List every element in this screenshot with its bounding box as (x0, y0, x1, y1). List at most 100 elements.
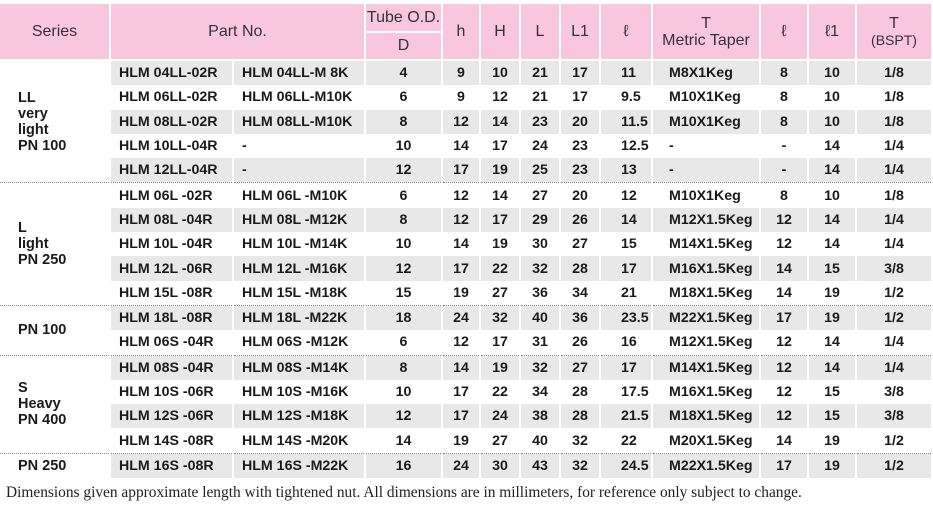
cell-l1: 26 (560, 330, 601, 356)
cell-l2-script: 8 (760, 182, 809, 208)
cell-part-no-r: HLM 15L -08R (110, 280, 234, 306)
cell-tube-od: 12 (365, 256, 443, 281)
header-bspt-label: (BSPT) (871, 32, 917, 48)
cell-h-large: 14 (480, 182, 521, 208)
cell-h-large: 17 (480, 207, 521, 233)
cell-h-large: 19 (480, 354, 521, 380)
cell-l1-script: 14 (808, 354, 857, 380)
cell-l: 21 (520, 85, 561, 110)
cell-tube-od: 15 (365, 280, 443, 306)
header-bspt-t: T (889, 15, 899, 32)
cell-part-no-k: HLM 12L -M16K (233, 256, 366, 281)
cell-h-large: 10 (480, 60, 521, 86)
cell-part-no-r: HLM 14S -08R (110, 428, 234, 454)
table-row: HLM 15L -08R HLM 15L -M18K 15 19 27 36 34 21 M18… (0, 280, 931, 306)
cell-l2-script: 14 (760, 428, 809, 454)
cell-h-small: 12 (442, 182, 481, 208)
table-row: HLM 12S -06R HLM 12S -M18K 12 17 24 38 28 21.5 M… (0, 404, 931, 429)
cell-l2-script: 12 (760, 330, 809, 356)
cell-l2-script: 17 (760, 304, 809, 331)
cell-metric-taper: M10X1Keg (652, 109, 761, 134)
header-metric-taper-t: T (701, 14, 711, 32)
cell-bspt: 1/4 (856, 232, 931, 257)
cell-l1-script: 10 (808, 85, 857, 110)
cell-h-large: 19 (480, 158, 521, 183)
cell-part-no-k: HLM 06LL-M10K (233, 85, 366, 110)
cell-bspt: 1/4 (856, 158, 931, 183)
cell-metric-taper: M18X1.5Keg (652, 280, 761, 306)
cell-l-script: 15 (600, 232, 653, 257)
cell-l1: 27 (560, 232, 601, 257)
cell-l1-script: 10 (808, 182, 857, 208)
cell-tube-od: 6 (365, 85, 443, 110)
cell-part-no-k: HLM 18L -M22K (233, 304, 366, 331)
cell-part-no-r: HLM 18L -08R (110, 304, 234, 331)
cell-l: 21 (520, 60, 561, 86)
cell-bspt: 1/2 (856, 428, 931, 454)
cell-part-no-k: HLM 08L -M12K (233, 207, 366, 233)
cell-l2-script: 12 (760, 404, 809, 429)
cell-l: 31 (520, 330, 561, 356)
cell-l2-script: 8 (760, 109, 809, 134)
cell-l-script: 12 (600, 182, 653, 208)
cell-l-script: 12.5 (600, 133, 653, 159)
cell-l1-script: 15 (808, 256, 857, 281)
cell-l: 34 (520, 379, 561, 405)
series-cell: PN 100 (0, 304, 111, 356)
cell-l1: 20 (560, 182, 601, 208)
header-h-large: H (480, 4, 521, 61)
cell-l-script: 22 (600, 428, 653, 454)
cell-l1: 32 (560, 452, 601, 479)
cell-l: 30 (520, 232, 561, 257)
cell-metric-taper: M16X1.5Keg (652, 379, 761, 405)
cell-part-no-r: HLM 12LL-04R (110, 158, 234, 183)
cell-l-script: 14 (600, 207, 653, 233)
cell-h-large: 32 (480, 304, 521, 331)
cell-l2-script: 12 (760, 207, 809, 233)
header-l1-script: ℓ1 (808, 4, 857, 61)
cell-h-large: 17 (480, 133, 521, 159)
cell-metric-taper: M10X1Keg (652, 85, 761, 110)
table-header: Series Part No. Tube O.D. h H L L1 ℓ T M… (0, 4, 931, 61)
cell-l2-script: 12 (760, 232, 809, 257)
cell-tube-od: 6 (365, 330, 443, 356)
cell-part-no-r: HLM 06LL-02R (110, 85, 234, 110)
cell-tube-od: 8 (365, 109, 443, 134)
table-row: HLM 06LL-02R HLM 06LL-M10K 6 9 12 21 17 9.5 M10X… (0, 85, 931, 110)
cell-part-no-k: HLM 06S -M12K (233, 330, 366, 356)
table-row: L light PN 250 HLM 06L -02R HLM 06L -M10K 6… (0, 182, 931, 306)
table-row: HLM 06S -04R HLM 06S -M12K 6 12 17 31 26 16 M12X… (0, 330, 931, 356)
series-cell: LL very light PN 100 (0, 60, 111, 183)
cell-metric-taper: M14X1.5Keg (652, 354, 761, 380)
cell-tube-od: 12 (365, 404, 443, 429)
cell-h-small: 12 (442, 330, 481, 356)
cell-tube-od: 12 (365, 158, 443, 183)
cell-h-small: 14 (442, 354, 481, 380)
cell-part-no-r: HLM 16S -08R (110, 452, 234, 479)
cell-metric-taper: M16X1.5Keg (652, 256, 761, 281)
cell-bspt: 1/2 (856, 304, 931, 331)
header-l: L (520, 4, 561, 61)
cell-bspt: 3/8 (856, 404, 931, 429)
cell-part-no-k: HLM 08S -M14K (233, 354, 366, 380)
cell-part-no-k: HLM 16S -M22K (233, 452, 366, 479)
cell-part-no-k: HLM 04LL-M 8K (233, 60, 366, 86)
cell-bspt: 1/4 (856, 133, 931, 159)
cell-h-small: 9 (442, 60, 481, 86)
cell-part-no-k: HLM 15L -M18K (233, 280, 366, 306)
cell-l2-script: 17 (760, 452, 809, 479)
cell-l1: 28 (560, 256, 601, 281)
cell-l: 43 (520, 452, 561, 479)
cell-part-no-r: HLM 12L -06R (110, 256, 234, 281)
cell-l: 38 (520, 404, 561, 429)
cell-tube-od: 6 (365, 182, 443, 208)
cell-l1-script: 14 (808, 232, 857, 257)
cell-h-small: 17 (442, 256, 481, 281)
cell-l: 27 (520, 182, 561, 208)
cell-l1-script: 14 (808, 133, 857, 159)
cell-bspt: 1/8 (856, 85, 931, 110)
table-row: HLM 10L -04R HLM 10L -M14K 10 14 19 30 27 15 M14… (0, 232, 931, 257)
cell-l: 24 (520, 133, 561, 159)
cell-l: 40 (520, 304, 561, 331)
series-cell: L light PN 250 (0, 182, 111, 306)
